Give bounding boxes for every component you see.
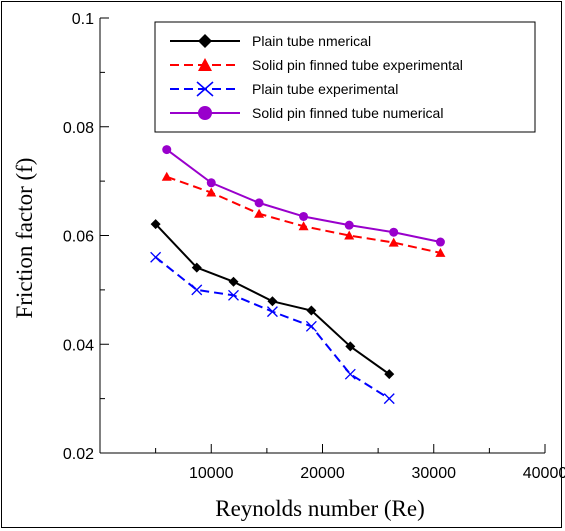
marker-stroke: [266, 306, 278, 318]
data-point: [344, 368, 356, 380]
marker-stroke: [344, 368, 356, 380]
data-point: [206, 178, 216, 188]
legend-entry-0: Plain tube nmerical: [170, 33, 371, 49]
legend-marker: [198, 106, 212, 120]
data-point: [299, 211, 309, 221]
data-point: [266, 306, 278, 318]
data-point: [298, 221, 309, 231]
legend-label: Plain tube experimental: [252, 81, 398, 97]
data-point: [228, 289, 239, 301]
series-layer: [150, 145, 446, 405]
legend-marker: [196, 81, 214, 97]
x-tick-label: 10000: [189, 465, 234, 482]
legend: Plain tube nmerical Solid pin finned tube…: [154, 21, 536, 133]
data-point: [389, 227, 399, 237]
legend-marker: [198, 34, 212, 48]
y-axis-title: Friction factor (f): [12, 158, 37, 319]
data-point: [254, 208, 265, 218]
data-point: [344, 230, 355, 240]
series-3: [162, 145, 445, 247]
legend-entry-1: Solid pin finned tube experimental: [170, 57, 463, 73]
series-2: [150, 251, 395, 405]
marker-stroke: [150, 251, 162, 263]
data-point: [435, 237, 445, 247]
data-point: [267, 296, 278, 307]
marker-stroke: [228, 289, 239, 301]
marker-stroke: [305, 320, 317, 332]
data-point: [344, 220, 354, 230]
axes: 0.02 0.04 0.06 0.08 0.1 10000 20000 30000 40000: [63, 11, 565, 482]
data-point: [206, 187, 217, 197]
legend-label: Solid pin finned tube numerical: [252, 105, 443, 121]
data-point: [191, 262, 202, 273]
data-point: [383, 393, 395, 405]
x-tick-label: 20000: [300, 465, 345, 482]
series-1: [161, 171, 446, 257]
data-point: [161, 171, 172, 181]
x-axis-title: Reynolds number (Re): [215, 496, 425, 521]
series-0: [150, 219, 395, 380]
data-point: [388, 237, 399, 247]
y-tick-label: 0.02: [63, 446, 94, 463]
legend-label: Solid pin finned tube experimental: [252, 57, 463, 73]
marker-stroke: [191, 284, 203, 296]
data-point: [435, 247, 446, 257]
data-point: [306, 305, 317, 316]
marker-stroke: [383, 393, 395, 405]
data-point: [228, 276, 239, 287]
data-point: [191, 284, 203, 296]
y-tick-label: 0.04: [63, 337, 94, 354]
marker-stroke: [196, 81, 214, 97]
legend-entry-2: Plain tube experimental: [170, 81, 398, 97]
y-tick-label: 0.06: [63, 229, 94, 246]
data-point: [305, 320, 317, 332]
data-point: [150, 251, 162, 263]
legend-entry-3: Solid pin finned tube numerical: [170, 105, 443, 121]
data-point: [345, 341, 356, 352]
y-tick-label: 0.08: [63, 120, 94, 137]
data-point: [162, 145, 172, 155]
legend-marker: [198, 58, 212, 71]
data-point: [384, 369, 395, 380]
legend-label: Plain tube nmerical: [252, 33, 371, 49]
x-tick-label: 30000: [412, 465, 457, 482]
data-point: [254, 198, 264, 208]
data-point: [150, 219, 161, 230]
x-tick-label: 40000: [523, 465, 565, 482]
y-tick-label: 0.1: [72, 11, 94, 28]
